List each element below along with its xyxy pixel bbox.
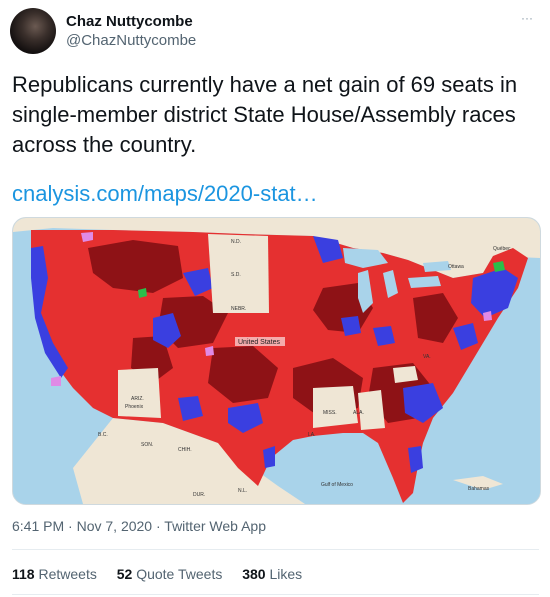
map-label-nebr: NEBR. [231,306,246,312]
tweet-stats: 118 Retweets 52 Quote Tweets 380 Likes [12,566,318,582]
quote-tweets-stat[interactable]: 52 Quote Tweets [117,566,223,582]
map-label-quebec: Québec [493,246,511,252]
retweets-label: Retweets [38,566,97,582]
divider [12,549,539,550]
likes-count: 380 [242,566,266,582]
likes-label: Likes [269,566,303,582]
map-label-united-states: United States [238,339,281,346]
retweets-count: 118 [12,566,35,582]
map-label-sd: S.D. [231,272,241,278]
tweet-timestamp: 6:41 PM · Nov 7, 2020 · Twitter Web App [12,518,266,534]
avatar[interactable] [10,8,56,54]
author-name[interactable]: Chaz Nuttycombe [66,13,193,30]
tweet-text: Republicans currently have a net gain of… [12,72,518,157]
retweets-stat[interactable]: 118 Retweets [12,566,97,582]
map-label-bc: B.C. [98,432,108,438]
map-label-la: LA. [308,432,316,438]
quote-tweets-count: 52 [116,566,133,582]
tweet-source[interactable]: Twitter Web App [164,518,266,534]
quote-tweets-label: Quote Tweets [136,566,223,582]
map-label-dur: DUR. [193,492,205,498]
map-label-va: VA. [423,354,431,360]
tweet-date[interactable]: Nov 7, 2020 [76,518,153,534]
more-options-icon[interactable]: ··· [521,11,533,25]
likes-stat[interactable]: 380 Likes [242,566,302,582]
tweet-link[interactable]: cnalysis.com/maps/2020-stat… [12,181,318,206]
author-handle[interactable]: @ChazNuttycombe [66,32,197,49]
map-label-nd: N.D. [231,239,241,245]
map-label-ala: ALA. [353,410,364,416]
tweet-time[interactable]: 6:41 PM [12,518,65,534]
map-label-bahamas: Bahamas [468,486,490,492]
map-label-ottawa: Ottawa [448,264,464,270]
map-label-miss: MISS. [323,410,337,416]
map-label-chih: CHIH. [178,447,192,453]
map-image: N.D. S.D. NEBR. ARIZ. Phoenix MISS. ALA.… [13,218,540,504]
map-label-nl: N.L. [238,488,247,494]
meta-separator: · [68,518,73,534]
map-label-ariz: ARIZ. [131,396,144,402]
meta-separator: · [155,518,161,534]
map-label-son: SON. [141,442,153,448]
tweet-media-map[interactable]: N.D. S.D. NEBR. ARIZ. Phoenix MISS. ALA.… [12,217,541,505]
map-label-phoenix: Phoenix [125,404,144,410]
map-label-gulf: Gulf of Mexico [321,482,353,488]
divider [12,594,539,595]
